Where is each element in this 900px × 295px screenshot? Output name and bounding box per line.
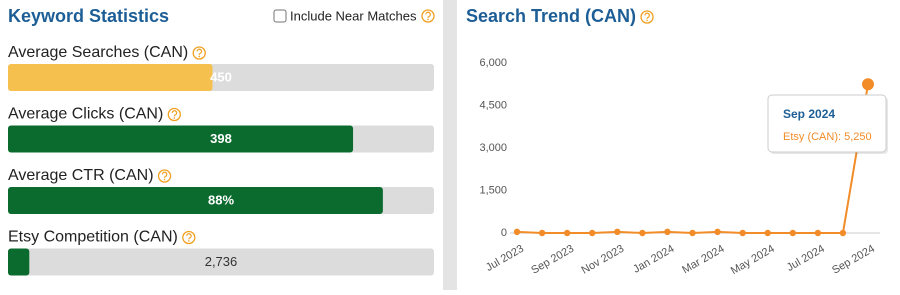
x-tick-label: Mar 2024 bbox=[680, 243, 726, 277]
tooltip-title: Sep 2024 bbox=[783, 107, 835, 121]
y-tick-label: 0 bbox=[501, 227, 507, 239]
help-glyph bbox=[196, 48, 203, 55]
stat-label: Average Clicks (CAN) bbox=[8, 106, 163, 123]
help-glyph bbox=[644, 12, 650, 19]
help-glyph bbox=[161, 171, 168, 178]
bar-track bbox=[8, 248, 434, 276]
stat-label: Average Searches (CAN) bbox=[8, 44, 188, 61]
point bbox=[538, 229, 546, 237]
point bbox=[689, 229, 696, 237]
x-tick-label: May 2024 bbox=[729, 243, 777, 278]
help-icon bbox=[640, 10, 654, 24]
point bbox=[814, 229, 822, 237]
x-tick-label: Jan 2024 bbox=[631, 243, 676, 276]
chart-title: Search Trend (CAN) bbox=[466, 6, 636, 26]
point bbox=[839, 229, 847, 237]
bar-fill bbox=[8, 248, 30, 276]
help-icon bbox=[157, 169, 172, 183]
bar-fill bbox=[8, 125, 354, 153]
y-tick-label: 6,000 bbox=[479, 57, 507, 69]
help-glyph bbox=[186, 233, 192, 240]
help-glyph bbox=[425, 11, 431, 18]
point bbox=[739, 229, 746, 237]
tooltip: Sep 2024 Etsy (CAN): 5,250 bbox=[767, 94, 888, 154]
point bbox=[639, 229, 646, 237]
help-circle bbox=[182, 230, 196, 245]
point bbox=[614, 228, 621, 236]
checkbox-label[interactable]: Include Near Matches bbox=[290, 8, 417, 23]
stat-label: Etsy Competition (CAN) bbox=[8, 229, 178, 246]
point bbox=[714, 228, 721, 236]
help-circle bbox=[640, 10, 654, 24]
x-tick-label: Jul 2024 bbox=[785, 243, 827, 274]
help-dot bbox=[163, 178, 166, 181]
help-icon bbox=[421, 9, 435, 23]
stat-label: Average CTR (CAN) bbox=[8, 167, 154, 184]
help-circle bbox=[421, 9, 435, 23]
point bbox=[764, 229, 771, 237]
help-circle bbox=[157, 169, 172, 183]
point bbox=[589, 229, 596, 237]
panel-title: Keyword Statistics bbox=[8, 6, 169, 26]
divider bbox=[443, 0, 457, 290]
point bbox=[513, 228, 521, 236]
point bbox=[664, 228, 671, 236]
tooltip-box bbox=[767, 94, 887, 153]
stat-value: 88% bbox=[208, 192, 234, 207]
tooltip-text: Etsy (CAN): 5,250 bbox=[783, 131, 872, 143]
x-tick-label: Sep 2023 bbox=[529, 243, 576, 277]
point bbox=[862, 78, 874, 91]
point bbox=[563, 229, 571, 237]
stat-value: 398 bbox=[210, 131, 232, 146]
point bbox=[789, 229, 796, 237]
y-tick-label: 4,500 bbox=[479, 99, 507, 111]
stat-value: 2,736 bbox=[205, 254, 238, 269]
checkbox[interactable] bbox=[273, 9, 287, 23]
help-icon bbox=[192, 46, 206, 60]
help-circle bbox=[192, 46, 206, 60]
y-tick-label: 3,000 bbox=[479, 142, 507, 154]
help-icon bbox=[167, 107, 181, 122]
x-tick-label: Nov 2023 bbox=[579, 243, 626, 277]
help-dot bbox=[427, 18, 429, 21]
help-icon bbox=[182, 230, 196, 245]
x-tick-label: Sep 2024 bbox=[830, 243, 877, 277]
stat-value: 450 bbox=[210, 69, 232, 84]
help-dot bbox=[188, 240, 190, 242]
help-glyph bbox=[171, 110, 178, 117]
help-dot bbox=[198, 55, 201, 58]
help-circle bbox=[167, 107, 181, 122]
bar-fill bbox=[8, 187, 383, 214]
bar-fill bbox=[8, 64, 213, 91]
x-tick-label: Jul 2023 bbox=[484, 243, 526, 274]
help-dot bbox=[646, 19, 648, 22]
y-tick-label: 1,500 bbox=[479, 184, 507, 196]
help-dot bbox=[173, 117, 176, 119]
